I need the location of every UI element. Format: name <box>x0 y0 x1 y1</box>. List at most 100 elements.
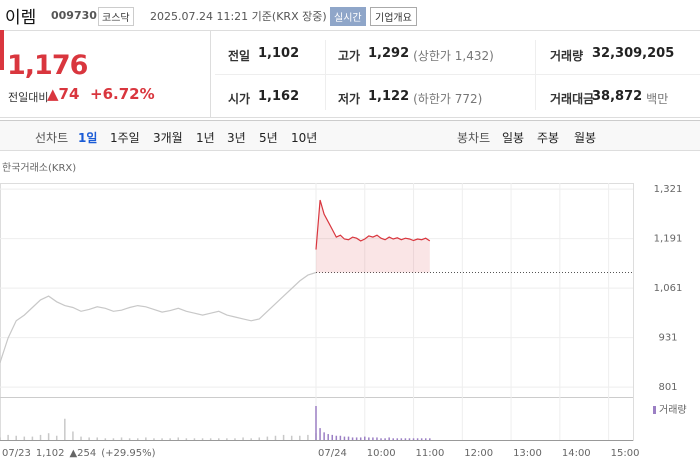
accent <box>0 30 4 70</box>
volume-bar <box>218 438 220 440</box>
volume-bar <box>15 435 17 440</box>
realtime-button[interactable]: 실시간 <box>330 7 366 26</box>
stat-label: 거래대금 <box>550 92 595 106</box>
x-tick-label: 10:00 <box>367 448 396 459</box>
stat-value: 1,162 <box>258 89 300 104</box>
volume-legend-swatch <box>653 406 656 414</box>
stock-code: 009730 <box>51 9 97 22</box>
tab[interactable]: 월봉 <box>574 131 597 145</box>
tab[interactable]: 1일 <box>78 131 98 145</box>
volume-bar <box>47 433 50 440</box>
tab[interactable]: 3개월 <box>153 131 183 145</box>
volume-bar <box>64 418 66 440</box>
volume-bar <box>80 436 82 440</box>
price-line <box>0 271 317 363</box>
volume-bar <box>39 434 42 440</box>
volume-bar <box>104 438 107 440</box>
volume-bar <box>226 438 228 440</box>
prev-change: ▲254 <box>69 448 96 459</box>
volume-bar <box>96 437 98 440</box>
volume-bar <box>339 435 342 440</box>
volume-bar <box>420 438 423 440</box>
volume-bar <box>368 437 370 440</box>
volume-bar <box>31 436 34 440</box>
stat-label: 거래량 <box>550 49 584 63</box>
change-label: 전일대비 <box>8 91 49 104</box>
source-label: 한국거래소(KRX) <box>2 162 76 174</box>
volume-bar <box>351 437 354 440</box>
volume-bar <box>145 437 147 440</box>
volume-bar <box>72 431 74 440</box>
volume-bar <box>315 406 317 440</box>
volume-bar <box>274 435 277 440</box>
volume-bar <box>396 438 399 440</box>
volume-bar <box>242 437 244 440</box>
divider <box>325 40 326 110</box>
stat-value: 1,122 <box>368 89 410 104</box>
x-tick-label: 15:00 <box>611 448 640 459</box>
info-box <box>0 30 700 118</box>
stat-extra: 백만 <box>646 92 669 106</box>
volume-bar <box>388 437 390 440</box>
stat-label: 저가 <box>338 92 361 106</box>
volume-legend: 거래량 <box>659 404 687 416</box>
x-tick-label: 13:00 <box>513 448 542 459</box>
volume-bar <box>355 437 358 440</box>
y-tick-label: 1,321 <box>654 184 683 195</box>
prev-day: 07/23 <box>2 448 31 459</box>
volume-bar <box>327 434 329 440</box>
volume-bar <box>400 438 403 440</box>
volume-bar <box>55 435 58 440</box>
volume-bar <box>128 438 131 440</box>
tab[interactable]: 5년 <box>259 131 278 145</box>
stat-label: 고가 <box>338 49 361 63</box>
volume-bar <box>266 436 269 440</box>
price-area <box>316 200 430 273</box>
tab[interactable]: 1년 <box>196 131 215 145</box>
stat-extra: (하한가 772) <box>413 92 483 106</box>
tab[interactable]: 일봉 <box>502 131 525 145</box>
volume-bar <box>319 428 321 440</box>
company-info-dropdown[interactable]: 기업개요 <box>370 7 417 26</box>
volume-bar <box>416 438 419 440</box>
volume-bar <box>112 438 115 440</box>
stat-value: 1,292 <box>368 46 410 61</box>
y-tick-label: 1,061 <box>654 283 683 294</box>
y-tick-label: 801 <box>658 382 677 393</box>
volume-bar <box>408 438 411 440</box>
volume-bar <box>7 434 9 440</box>
volume-bar <box>404 438 407 440</box>
prev-change-pct: (+29.95%) <box>101 448 155 459</box>
tab[interactable]: 주봉 <box>537 131 560 145</box>
volume-bar <box>359 437 362 440</box>
volume-bar <box>335 435 338 440</box>
stat-value: 1,102 <box>258 46 300 61</box>
stat-value: 38,872 <box>592 89 643 104</box>
volume-bar <box>201 438 204 440</box>
tab-bar <box>0 120 700 151</box>
prev-close: 1,102 <box>36 448 65 459</box>
divider <box>210 30 211 118</box>
volume-bar <box>153 438 155 440</box>
volume-bar <box>88 437 90 440</box>
stat-value: 32,309,205 <box>592 46 675 61</box>
volume-bar <box>250 438 252 440</box>
volume-bar <box>424 438 427 440</box>
volume-bar <box>323 432 325 440</box>
tab[interactable]: 3년 <box>227 131 246 145</box>
volume-bar <box>372 437 374 440</box>
volume-bar <box>343 436 346 440</box>
x-tick-label: 07/24 <box>318 448 347 459</box>
volume-bar <box>376 437 378 440</box>
stat-label: 전일 <box>228 49 251 63</box>
volume-bar <box>258 437 261 440</box>
volume-bar <box>161 438 163 440</box>
stock-name: 이렘 <box>5 8 37 28</box>
x-tick-label: 11:00 <box>416 448 445 459</box>
x-tick-label: 14:00 <box>562 448 591 459</box>
volume-bar <box>177 437 180 440</box>
tab[interactable]: 10년 <box>291 131 318 145</box>
stat-extra: (상한가 1,432) <box>413 49 494 63</box>
tab[interactable]: 1주일 <box>110 131 140 145</box>
volume-bar <box>209 438 212 440</box>
